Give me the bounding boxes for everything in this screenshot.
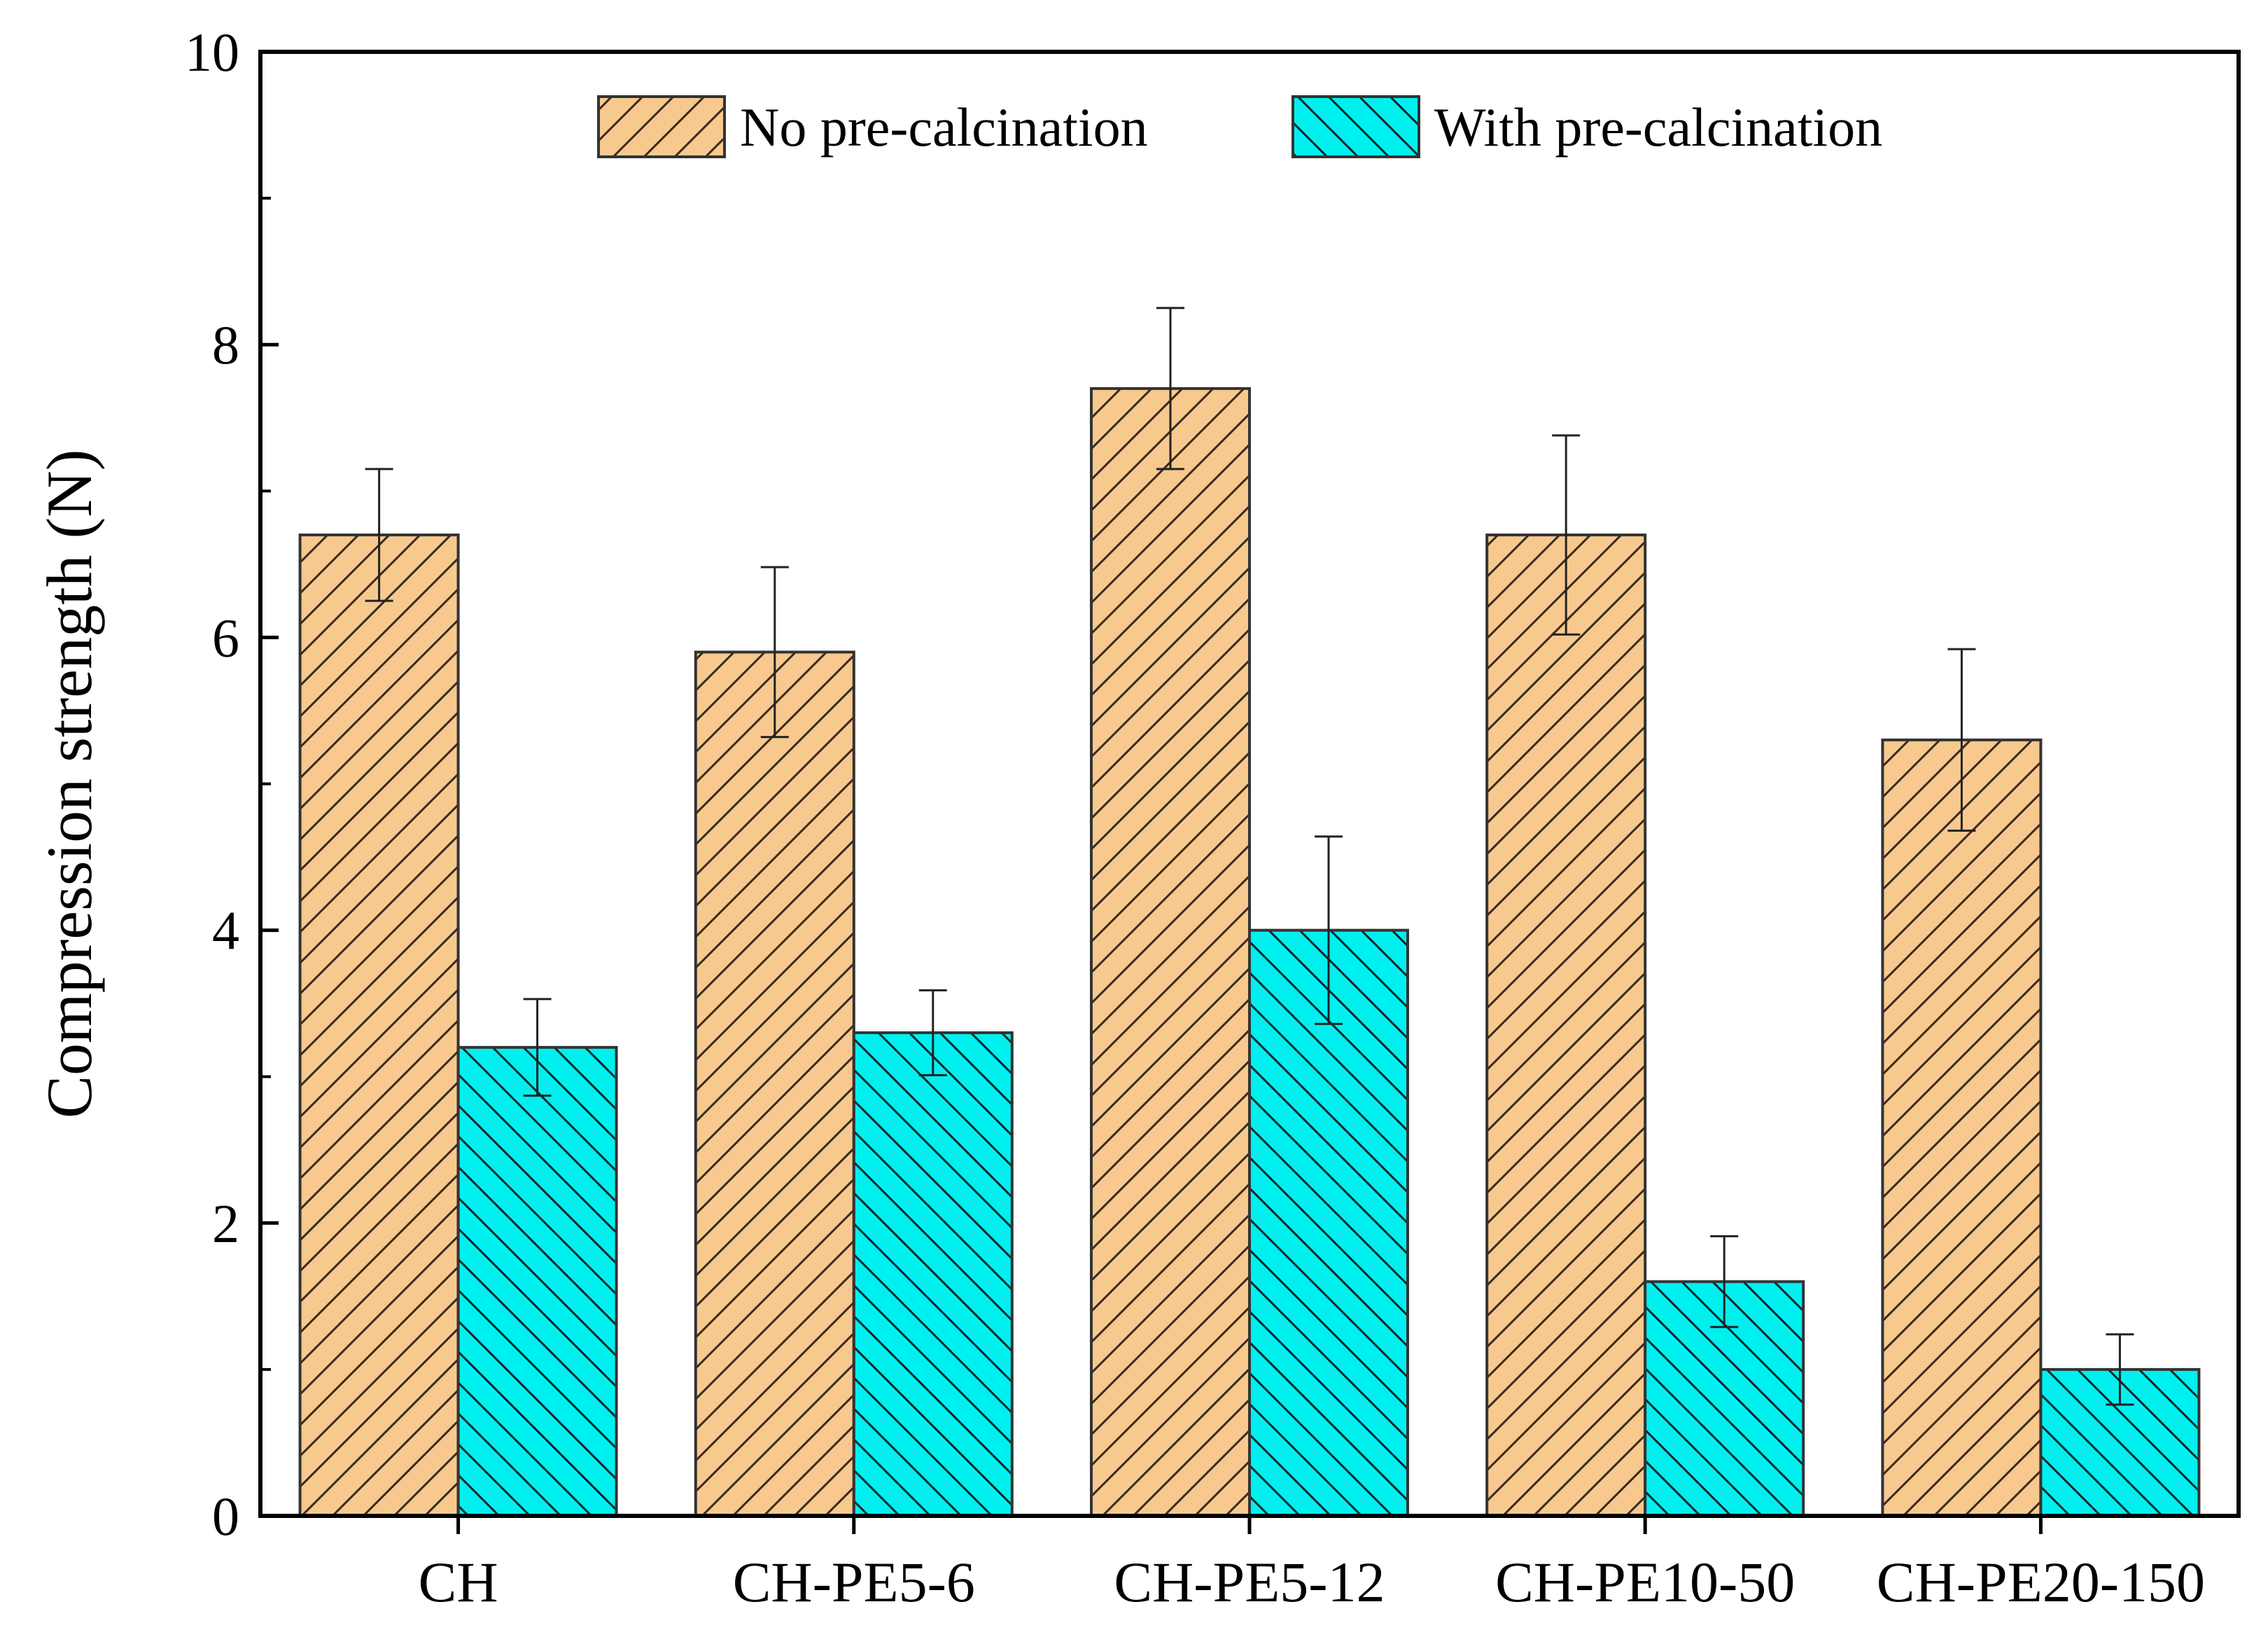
x-tick-label-1: CH-PE5-6 (733, 1550, 975, 1614)
legend-label-with-pre-calcination: With pre-calcination (1434, 97, 1882, 158)
error-bar-with-pre-calcination-2 (1315, 835, 1343, 1025)
error-bar-no-pre-calcination-3 (1552, 434, 1581, 636)
x-tick-label-4: CH-PE20-150 (1877, 1550, 2205, 1614)
legend-label-no-pre-calcination: No pre-calcination (740, 97, 1148, 158)
legend-swatch-no-pre-calcination (597, 95, 726, 158)
x-tick-label-2: CH-PE5-12 (1114, 1550, 1385, 1614)
error-bar-with-pre-calcination-4 (2106, 1333, 2134, 1406)
bar-no-pre-calcination-0 (298, 534, 460, 1517)
x-axis: CH CH-PE5-6 CH-PE5-12 CH-PE10-50 CH-PE20-150 (419, 1516, 2205, 1614)
legend-item-no-pre-calcination: No pre-calcination (597, 95, 1148, 158)
legend-swatch-with-pre-calcination (1292, 95, 1420, 158)
x-tick-label-0: CH (419, 1550, 498, 1614)
error-bar-no-pre-calcination-0 (365, 468, 393, 602)
y-axis: 0 2 4 6 8 10 (185, 22, 279, 1547)
error-bar-with-pre-calcination-3 (1710, 1235, 1739, 1328)
bar-with-pre-calcination-0 (456, 1045, 618, 1517)
y-axis-title: Compression strength (N) (34, 450, 105, 1119)
bar-with-pre-calcination-2 (1248, 928, 1409, 1517)
error-bar-no-pre-calcination-2 (1156, 307, 1184, 471)
y-tick-label-1: 2 (212, 1193, 239, 1254)
error-bars-layer (365, 307, 2134, 1406)
bar-no-pre-calcination-1 (694, 650, 855, 1517)
y-tick-label-5: 10 (185, 22, 239, 83)
y-tick-label-4: 8 (212, 314, 239, 375)
bars-layer (298, 386, 2201, 1518)
bar-no-pre-calcination-3 (1485, 534, 1647, 1517)
y-tick-label-0: 0 (212, 1486, 239, 1547)
error-bar-with-pre-calcination-1 (918, 989, 947, 1077)
legend-item-with-pre-calcination: With pre-calcination (1292, 95, 1882, 158)
y-tick-label-3: 6 (212, 607, 239, 668)
bar-with-pre-calcination-1 (852, 1031, 1014, 1517)
x-tick-label-3: CH-PE10-50 (1495, 1550, 1795, 1614)
bar-no-pre-calcination-4 (1881, 738, 2043, 1517)
y-tick-label-2: 4 (212, 900, 239, 961)
bar-no-pre-calcination-2 (1090, 386, 1251, 1517)
error-bar-no-pre-calcination-4 (1947, 648, 1976, 832)
error-bar-no-pre-calcination-1 (760, 566, 789, 739)
legend: No pre-calcination With pre-calcination (597, 95, 1882, 158)
error-bar-with-pre-calcination-0 (523, 998, 552, 1097)
